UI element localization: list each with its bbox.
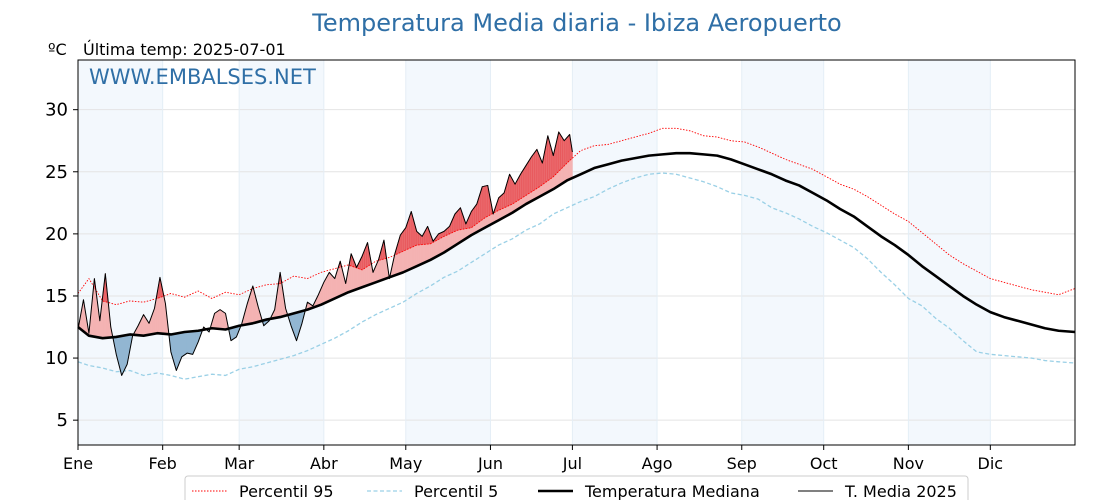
plot-frame (77, 59, 1076, 446)
month-band (239, 60, 324, 445)
x-tick-label: Ago (642, 454, 673, 473)
x-tick-label: Feb (149, 454, 177, 473)
x-tick-label: Mar (224, 454, 255, 473)
plot-area (77, 60, 1076, 445)
legend-label: T. Media 2025 (844, 482, 957, 500)
x-tick-label: Ene (63, 454, 93, 473)
y-tick-label: 5 (57, 410, 68, 431)
legend-box (184, 475, 969, 500)
last-temp-label: Última temp: 2025-07-01 (83, 40, 286, 59)
x-tick-label: May (389, 454, 422, 473)
month-band (78, 60, 163, 445)
x-tick-label: Dic (978, 454, 1004, 473)
y-tick-label: 20 (45, 224, 68, 245)
watermark: WWW.EMBALSES.NET (89, 65, 316, 89)
series-line (77, 127, 1076, 306)
legend-label: Percentil 95 (239, 482, 334, 500)
month-band (572, 60, 658, 445)
chart-title: Temperatura Media diaria - Ibiza Aeropue… (311, 9, 841, 37)
y-tick-label: 30 (45, 100, 68, 121)
month-band (741, 60, 824, 445)
y-tick-label: 25 (45, 162, 68, 183)
legend-label: Percentil 5 (414, 482, 498, 500)
y-tick-label: 15 (45, 286, 68, 307)
series-line (77, 172, 1076, 380)
month-band (908, 60, 991, 445)
x-tick-label: Oct (810, 454, 838, 473)
x-tick-label: Sep (727, 454, 757, 473)
legend: Percentil 95 Percentil 5 Temperatura Media… (184, 475, 969, 500)
x-tick-label: Jun (477, 454, 503, 473)
y-tick-label: 10 (45, 348, 68, 369)
legend-label: Temperatura Mediana (584, 482, 760, 500)
axes: 5 10 15 20 25 30 Ene Feb Mar Abr May Jun Jul Ago Sep Oc… (45, 59, 1076, 473)
unit-label: ºC (48, 40, 67, 59)
x-tick-label: Nov (893, 454, 924, 473)
x-tick-label: Jul (562, 454, 582, 473)
series-line (77, 131, 573, 376)
x-tick-label: Abr (310, 454, 338, 473)
